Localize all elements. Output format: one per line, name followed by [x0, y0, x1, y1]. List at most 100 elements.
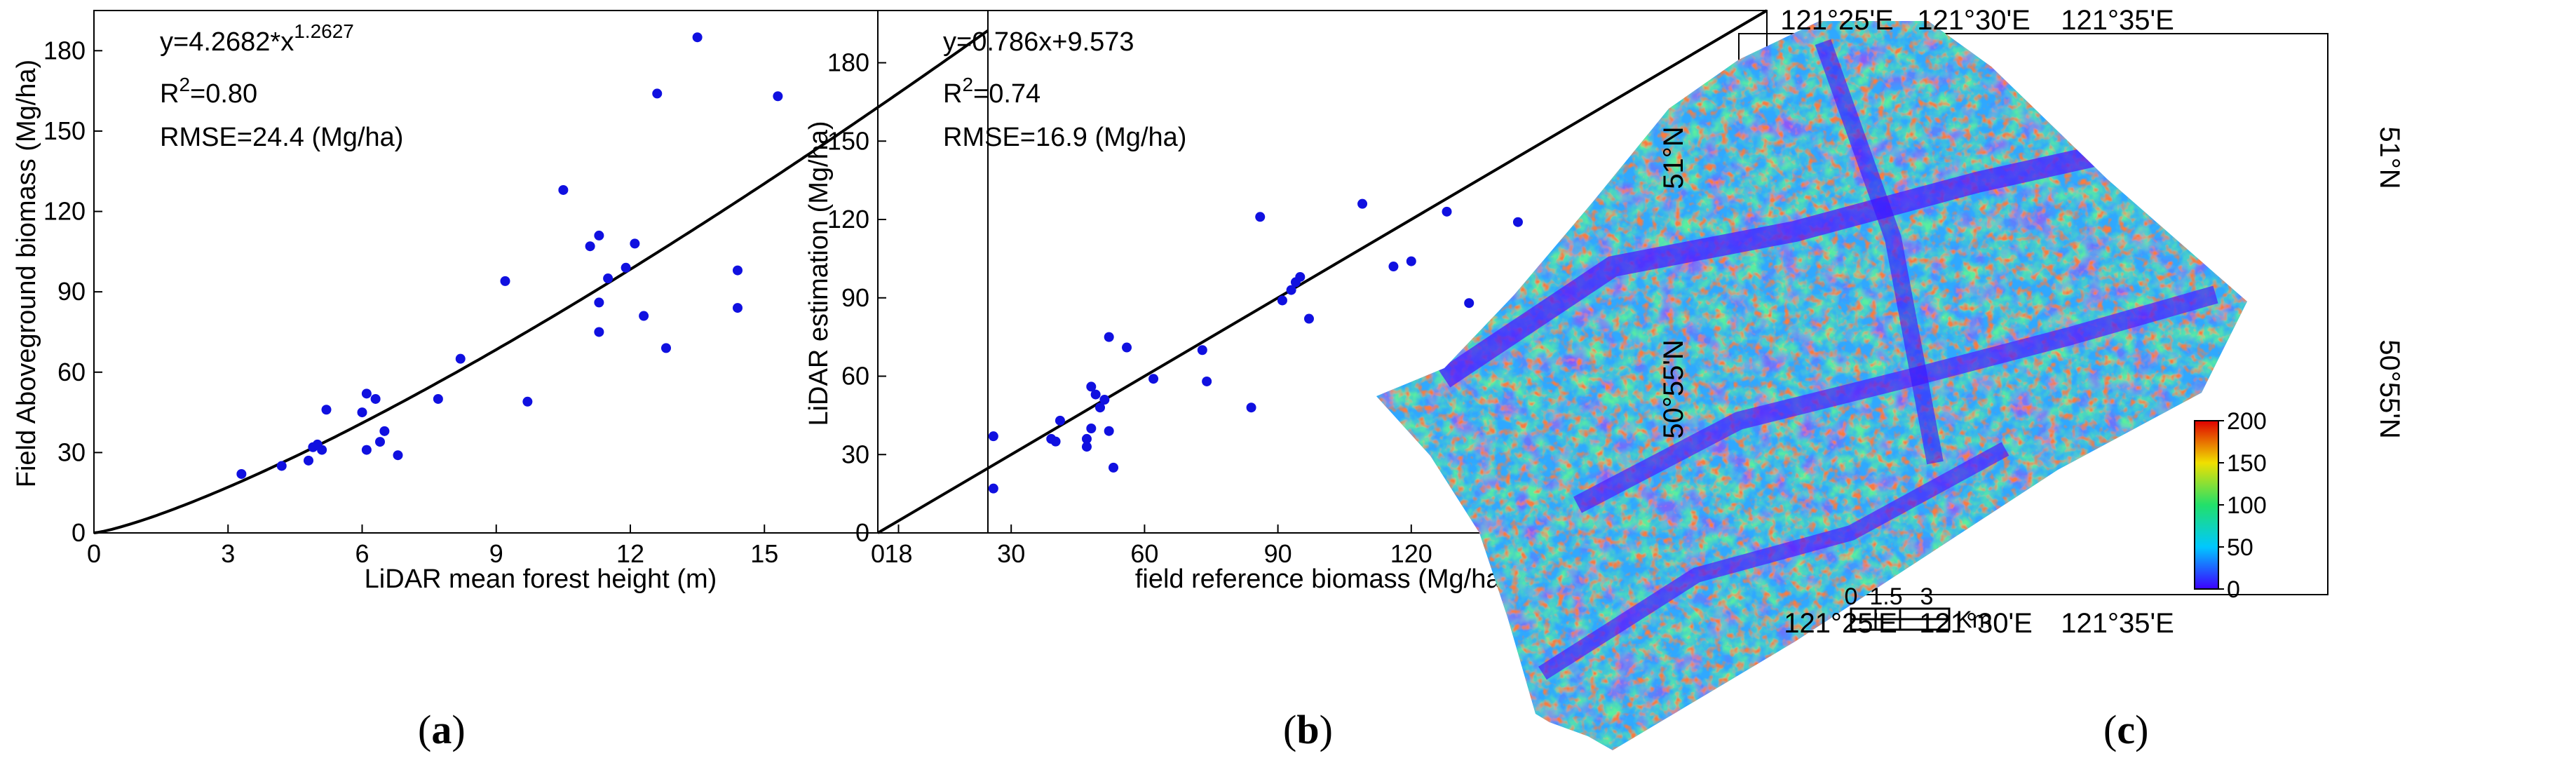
- data-point: [361, 388, 372, 399]
- panel-b-rmse: RMSE=16.9 (Mg/ha): [943, 123, 1186, 152]
- panel-a-y-ticks: 0 30 60 90 120 150 180: [43, 36, 102, 547]
- x-tick-label: 120: [1390, 539, 1432, 568]
- panel-a-r2: R2=0.80: [160, 74, 257, 109]
- panel-a-label: (a): [418, 707, 466, 752]
- data-point: [1050, 436, 1061, 447]
- data-point: [1303, 313, 1314, 324]
- colorbar: 0 50 100 150 200: [2194, 408, 2267, 603]
- data-point: [988, 483, 998, 494]
- data-point: [692, 32, 703, 43]
- x-tick-label: 90: [1264, 539, 1292, 568]
- map-bottom-tick-3: 121°35'E: [2061, 608, 2174, 639]
- data-point: [1081, 433, 1092, 444]
- panel-b-y-axis-label: LiDAR estimation (Mg/ha): [804, 121, 834, 426]
- biomass-raster: [1376, 21, 2247, 750]
- data-point: [621, 262, 631, 273]
- y-tick-label: 0: [72, 518, 86, 547]
- data-point: [1295, 271, 1306, 282]
- data-point: [1109, 462, 1119, 473]
- map-top-tick-3: 121°35'E: [2061, 5, 2174, 36]
- data-point: [1055, 415, 1065, 426]
- y-tick-label: 90: [841, 283, 869, 312]
- panel-a-fit-curve: [93, 29, 989, 534]
- x-tick-label: 3: [221, 539, 235, 568]
- data-point: [379, 426, 390, 436]
- data-point: [603, 273, 614, 284]
- scale-bar-unit: Km: [1956, 607, 1992, 633]
- data-point: [276, 461, 287, 471]
- data-point: [1122, 342, 1132, 353]
- scale-bar-label-0: 0: [1845, 583, 1858, 610]
- data-point: [1099, 395, 1110, 405]
- data-point: [1104, 332, 1114, 342]
- x-tick-label: 0: [871, 539, 885, 568]
- data-point: [1388, 262, 1399, 272]
- map-top-tick-1: 121°25'E: [1780, 5, 1894, 36]
- data-point: [1464, 298, 1475, 309]
- map-left-tick-2: 50°55'N: [1658, 339, 1689, 439]
- panel-a-rmse: RMSE=24.4 (Mg/ha): [160, 123, 403, 152]
- data-point: [1246, 402, 1256, 413]
- y-tick-label: 0: [855, 518, 869, 547]
- data-point: [1081, 442, 1092, 452]
- y-tick-label: 120: [43, 197, 86, 226]
- data-point: [1442, 206, 1452, 217]
- data-point: [375, 437, 385, 447]
- map-right-tick-2: 50°55'N: [2374, 339, 2405, 439]
- data-point: [1512, 217, 1523, 227]
- colorbar-gradient: [2194, 420, 2219, 590]
- y-tick-label: 30: [57, 438, 86, 466]
- data-point: [1148, 374, 1159, 384]
- data-point: [500, 276, 510, 286]
- y-tick-label: 180: [43, 36, 86, 65]
- data-point: [733, 303, 743, 313]
- x-tick-label: 12: [616, 539, 644, 568]
- panel-a-x-axis-label: LiDAR mean forest height (m): [365, 564, 717, 594]
- y-tick-label: 150: [43, 116, 86, 145]
- data-point: [455, 353, 466, 364]
- scale-bar: 0 1.5 3 Km: [1845, 583, 1992, 633]
- panel-c-label: (c): [2103, 707, 2148, 752]
- x-tick-label: 6: [355, 539, 369, 568]
- data-point: [661, 343, 671, 353]
- y-tick-label: 60: [57, 358, 86, 386]
- data-point: [594, 327, 604, 337]
- panel-b-equation: y=0.786x+9.573: [943, 27, 1134, 57]
- data-point: [558, 184, 569, 195]
- x-tick-label: 9: [489, 539, 503, 568]
- panel-b-r2: R2=0.74: [943, 74, 1040, 109]
- data-point: [1197, 345, 1207, 356]
- panel-a-plot-frame: [93, 10, 989, 534]
- data-point: [321, 405, 332, 415]
- colorbar-tick-label: 100: [2227, 492, 2267, 519]
- data-point: [1286, 285, 1296, 295]
- panel-a-equation: y=4.2682*x1.2627: [160, 20, 354, 57]
- data-point: [357, 407, 367, 418]
- panel-a-y-axis-label: Field Aboveground biomass (Mg/ha): [12, 60, 41, 487]
- data-point: [773, 91, 783, 102]
- x-tick-label: 60: [1130, 539, 1158, 568]
- data-point: [733, 265, 743, 276]
- data-point: [594, 297, 604, 308]
- data-point: [522, 396, 533, 407]
- data-point: [236, 468, 247, 479]
- y-tick-label: 150: [827, 126, 869, 155]
- y-tick-label: 30: [841, 440, 869, 468]
- y-tick-label: 60: [841, 362, 869, 391]
- panel-a-points: [236, 32, 783, 479]
- data-point: [1086, 381, 1097, 392]
- x-tick-label: 18: [884, 539, 912, 568]
- data-point: [585, 241, 595, 252]
- data-point: [1255, 212, 1266, 222]
- panel-a-x-ticks: 0 3 6 9 12 15 18: [87, 524, 913, 568]
- data-point: [1086, 424, 1097, 433]
- scale-bar-label-1: 1.5: [1869, 583, 1902, 610]
- map-bottom-tick-1: 121°25'E: [1784, 608, 1897, 639]
- data-point: [1277, 295, 1287, 306]
- data-point: [393, 450, 403, 461]
- panel-b-fit-line: [876, 9, 1768, 534]
- data-point: [370, 393, 381, 404]
- map-top-tick-2: 121°30'E: [1917, 5, 2031, 36]
- panel-b-x-axis-label: field reference biomass (Mg/ha): [1135, 564, 1510, 594]
